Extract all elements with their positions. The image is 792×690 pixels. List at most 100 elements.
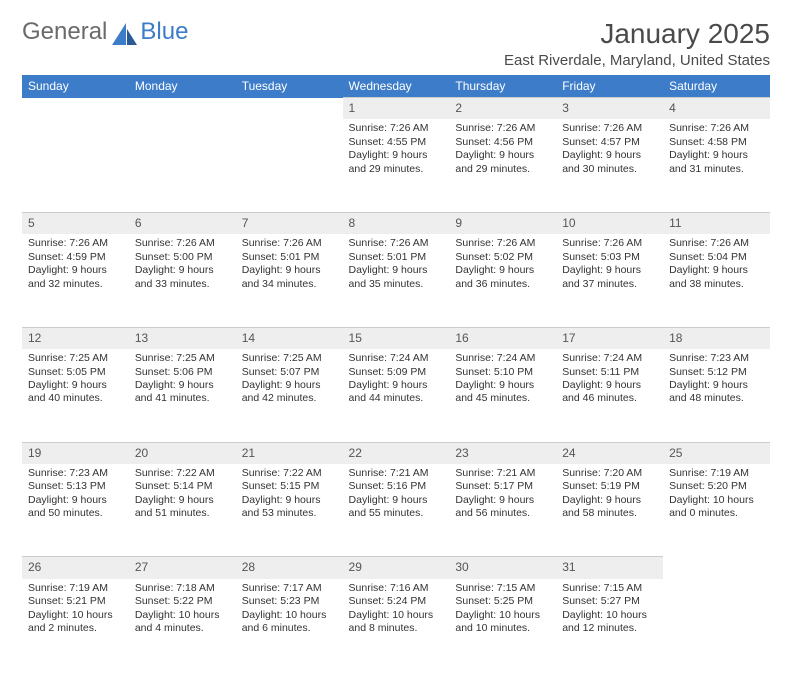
day-number: 9 bbox=[449, 212, 556, 234]
sunset-line: Sunset: 4:56 PM bbox=[455, 136, 550, 149]
sunrise-line: Sunrise: 7:26 AM bbox=[669, 237, 764, 250]
day-cell: Sunrise: 7:24 AMSunset: 5:10 PMDaylight:… bbox=[449, 349, 556, 442]
sunset-line: Sunset: 5:10 PM bbox=[455, 366, 550, 379]
sunset-line: Sunset: 4:57 PM bbox=[562, 136, 657, 149]
sunrise-line: Sunrise: 7:25 AM bbox=[28, 352, 123, 365]
daynum-row: 19202122232425 bbox=[22, 442, 770, 464]
day-number: 8 bbox=[343, 212, 450, 234]
day-cell: Sunrise: 7:26 AMSunset: 5:04 PMDaylight:… bbox=[663, 234, 770, 327]
sunset-line: Sunset: 5:14 PM bbox=[135, 480, 230, 493]
day-number: 16 bbox=[449, 327, 556, 349]
day-cell: Sunrise: 7:17 AMSunset: 5:23 PMDaylight:… bbox=[236, 579, 343, 672]
daylight-line: Daylight: 9 hours and 53 minutes. bbox=[242, 494, 337, 521]
sunrise-line: Sunrise: 7:26 AM bbox=[349, 237, 444, 250]
day-number: 20 bbox=[129, 442, 236, 464]
daylight-line: Daylight: 9 hours and 46 minutes. bbox=[562, 379, 657, 406]
content-row: Sunrise: 7:19 AMSunset: 5:21 PMDaylight:… bbox=[22, 579, 770, 672]
sunrise-line: Sunrise: 7:24 AM bbox=[562, 352, 657, 365]
day-number: 5 bbox=[22, 212, 129, 234]
sunset-line: Sunset: 5:20 PM bbox=[669, 480, 764, 493]
daylight-line: Daylight: 9 hours and 58 minutes. bbox=[562, 494, 657, 521]
day-number: 19 bbox=[22, 442, 129, 464]
empty-cell bbox=[663, 579, 770, 672]
sunrise-line: Sunrise: 7:19 AM bbox=[669, 467, 764, 480]
daylight-line: Daylight: 9 hours and 48 minutes. bbox=[669, 379, 764, 406]
daylight-line: Daylight: 9 hours and 37 minutes. bbox=[562, 264, 657, 291]
day-number: 13 bbox=[129, 327, 236, 349]
daylight-line: Daylight: 10 hours and 8 minutes. bbox=[349, 609, 444, 636]
sunset-line: Sunset: 5:11 PM bbox=[562, 366, 657, 379]
day-header: Tuesday bbox=[236, 75, 343, 98]
sunrise-line: Sunrise: 7:23 AM bbox=[669, 352, 764, 365]
daylight-line: Daylight: 9 hours and 42 minutes. bbox=[242, 379, 337, 406]
day-cell: Sunrise: 7:26 AMSunset: 5:00 PMDaylight:… bbox=[129, 234, 236, 327]
sunrise-line: Sunrise: 7:25 AM bbox=[242, 352, 337, 365]
daylight-line: Daylight: 9 hours and 29 minutes. bbox=[455, 149, 550, 176]
day-cell: Sunrise: 7:25 AMSunset: 5:07 PMDaylight:… bbox=[236, 349, 343, 442]
day-cell: Sunrise: 7:26 AMSunset: 5:02 PMDaylight:… bbox=[449, 234, 556, 327]
sunrise-line: Sunrise: 7:15 AM bbox=[562, 582, 657, 595]
sunset-line: Sunset: 5:05 PM bbox=[28, 366, 123, 379]
day-number: 10 bbox=[556, 212, 663, 234]
sunset-line: Sunset: 5:02 PM bbox=[455, 251, 550, 264]
logo-sail-icon bbox=[112, 23, 138, 45]
sunrise-line: Sunrise: 7:26 AM bbox=[562, 237, 657, 250]
day-number: 1 bbox=[343, 98, 450, 120]
sunset-line: Sunset: 5:00 PM bbox=[135, 251, 230, 264]
day-number: 25 bbox=[663, 442, 770, 464]
day-header: Thursday bbox=[449, 75, 556, 98]
daynum-row: 12131415161718 bbox=[22, 327, 770, 349]
daylight-line: Daylight: 9 hours and 41 minutes. bbox=[135, 379, 230, 406]
empty-cell bbox=[663, 557, 770, 579]
day-number: 29 bbox=[343, 557, 450, 579]
day-cell: Sunrise: 7:21 AMSunset: 5:16 PMDaylight:… bbox=[343, 464, 450, 557]
sunset-line: Sunset: 5:03 PM bbox=[562, 251, 657, 264]
day-cell: Sunrise: 7:26 AMSunset: 4:59 PMDaylight:… bbox=[22, 234, 129, 327]
sunset-line: Sunset: 5:17 PM bbox=[455, 480, 550, 493]
day-cell: Sunrise: 7:23 AMSunset: 5:13 PMDaylight:… bbox=[22, 464, 129, 557]
logo: General Blue bbox=[22, 18, 188, 46]
daylight-line: Daylight: 9 hours and 56 minutes. bbox=[455, 494, 550, 521]
sunrise-line: Sunrise: 7:23 AM bbox=[28, 467, 123, 480]
daylight-line: Daylight: 10 hours and 12 minutes. bbox=[562, 609, 657, 636]
day-number: 2 bbox=[449, 98, 556, 120]
sunset-line: Sunset: 5:19 PM bbox=[562, 480, 657, 493]
content-row: Sunrise: 7:26 AMSunset: 4:55 PMDaylight:… bbox=[22, 119, 770, 212]
day-cell: Sunrise: 7:26 AMSunset: 4:55 PMDaylight:… bbox=[343, 119, 450, 212]
sunset-line: Sunset: 5:04 PM bbox=[669, 251, 764, 264]
sunset-line: Sunset: 5:01 PM bbox=[242, 251, 337, 264]
sunrise-line: Sunrise: 7:20 AM bbox=[562, 467, 657, 480]
sunrise-line: Sunrise: 7:26 AM bbox=[669, 122, 764, 135]
daylight-line: Daylight: 10 hours and 4 minutes. bbox=[135, 609, 230, 636]
day-number: 17 bbox=[556, 327, 663, 349]
sunset-line: Sunset: 5:16 PM bbox=[349, 480, 444, 493]
day-cell: Sunrise: 7:25 AMSunset: 5:06 PMDaylight:… bbox=[129, 349, 236, 442]
sunrise-line: Sunrise: 7:26 AM bbox=[28, 237, 123, 250]
daylight-line: Daylight: 9 hours and 55 minutes. bbox=[349, 494, 444, 521]
daynum-row: 262728293031 bbox=[22, 557, 770, 579]
daylight-line: Daylight: 9 hours and 33 minutes. bbox=[135, 264, 230, 291]
day-cell: Sunrise: 7:24 AMSunset: 5:11 PMDaylight:… bbox=[556, 349, 663, 442]
sunrise-line: Sunrise: 7:22 AM bbox=[242, 467, 337, 480]
sunrise-line: Sunrise: 7:26 AM bbox=[455, 122, 550, 135]
daylight-line: Daylight: 10 hours and 2 minutes. bbox=[28, 609, 123, 636]
sunset-line: Sunset: 5:06 PM bbox=[135, 366, 230, 379]
day-number: 28 bbox=[236, 557, 343, 579]
sunrise-line: Sunrise: 7:24 AM bbox=[349, 352, 444, 365]
sunrise-line: Sunrise: 7:25 AM bbox=[135, 352, 230, 365]
content-row: Sunrise: 7:23 AMSunset: 5:13 PMDaylight:… bbox=[22, 464, 770, 557]
sunrise-line: Sunrise: 7:19 AM bbox=[28, 582, 123, 595]
sunset-line: Sunset: 4:59 PM bbox=[28, 251, 123, 264]
day-number: 7 bbox=[236, 212, 343, 234]
sunrise-line: Sunrise: 7:26 AM bbox=[349, 122, 444, 135]
day-number: 26 bbox=[22, 557, 129, 579]
daylight-line: Daylight: 9 hours and 36 minutes. bbox=[455, 264, 550, 291]
day-cell: Sunrise: 7:26 AMSunset: 5:03 PMDaylight:… bbox=[556, 234, 663, 327]
daylight-line: Daylight: 9 hours and 50 minutes. bbox=[28, 494, 123, 521]
daylight-line: Daylight: 9 hours and 44 minutes. bbox=[349, 379, 444, 406]
empty-cell bbox=[236, 119, 343, 212]
day-number: 27 bbox=[129, 557, 236, 579]
sunset-line: Sunset: 4:55 PM bbox=[349, 136, 444, 149]
day-header: Wednesday bbox=[343, 75, 450, 98]
sunset-line: Sunset: 5:01 PM bbox=[349, 251, 444, 264]
